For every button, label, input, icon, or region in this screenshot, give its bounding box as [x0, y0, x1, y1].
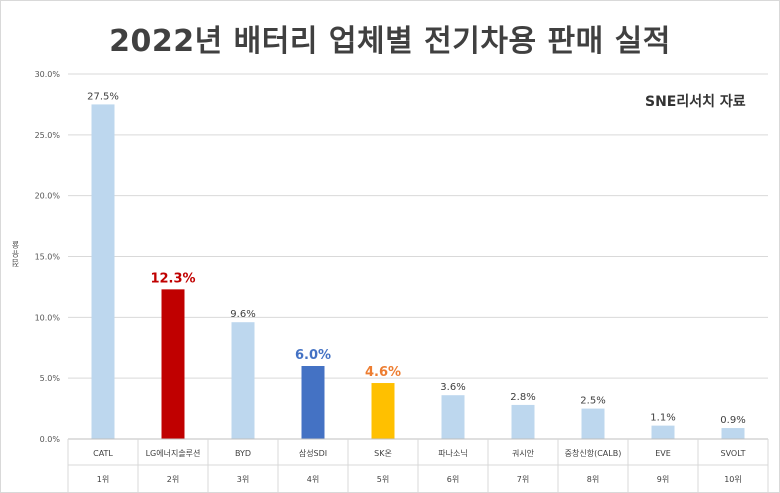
x-tick-label: EVE: [655, 449, 671, 458]
data-label: 3.6%: [440, 382, 465, 393]
rank-label: 3위: [237, 475, 249, 484]
x-tick-label: 중창신항(CALB): [565, 449, 622, 458]
y-tick-label: 30.0%: [35, 70, 61, 79]
source-annotation: SNE리서치 자료: [645, 94, 746, 110]
x-tick-label: 삼성SDI: [299, 448, 327, 458]
chart-title: 2022년 배터리 업체별 전기차용 판매 실적: [109, 24, 671, 59]
y-tick-label: 15.0%: [35, 253, 61, 262]
bar: [161, 289, 185, 439]
bar: [441, 395, 465, 439]
data-label: 6.0%: [295, 348, 331, 363]
bar: [511, 404, 535, 439]
data-label: 9.6%: [230, 309, 255, 320]
data-label: 1.1%: [650, 413, 675, 424]
data-label: 27.5%: [87, 91, 119, 102]
data-label: 12.3%: [150, 271, 195, 286]
y-tick-label: 5.0%: [40, 374, 61, 383]
y-tick-label: 25.0%: [35, 131, 61, 140]
rank-label: 7위: [517, 475, 529, 484]
rank-label: 4위: [307, 475, 319, 484]
data-label: 4.6%: [365, 365, 401, 380]
rank-label: 9위: [657, 475, 669, 484]
x-tick-label: SK온: [374, 449, 392, 458]
rank-label: 10위: [724, 475, 742, 484]
rank-label: 5위: [377, 475, 389, 484]
y-tick-label: 20.0%: [35, 192, 61, 201]
data-label: 2.5%: [580, 396, 605, 407]
bars: [91, 104, 745, 440]
bar: [581, 408, 605, 439]
data-labels: 27.5% 12.3% 9.6% 6.0% 4.6% 3.6% 2.8% 2.5% 1.1% 0.…: [87, 91, 746, 426]
bar: [721, 428, 745, 439]
rank-label: 6위: [447, 475, 459, 484]
x-tick-label: CATL: [93, 449, 113, 458]
x-tick-label: 파나소닉: [438, 449, 467, 458]
x-tick-label: SVOLT: [721, 449, 746, 458]
rank-label: 2위: [167, 475, 179, 484]
bar: [231, 322, 255, 439]
rank-label: 1위: [97, 475, 109, 484]
bar: [371, 383, 395, 439]
data-label: 0.9%: [720, 415, 745, 426]
bar: [301, 366, 325, 439]
x-axis: CATL 1위 LG에너지솔루션 2위 BYD 3위 삼성SDI 4위 SK온 5위 파나소닉 6위 궈…: [67, 438, 769, 492]
bar: [91, 104, 115, 440]
bar: [651, 425, 675, 439]
data-label: 2.8%: [510, 392, 535, 403]
x-tick-label: BYD: [235, 449, 251, 458]
y-tick-label: 10.0%: [35, 313, 61, 322]
x-tick-label: 궈시안: [512, 448, 535, 458]
x-tick-label: LG에너지솔루션: [146, 448, 201, 458]
y-tick-label: 0.0%: [40, 435, 61, 444]
y-axis-ticks: 0.0% 5.0% 10.0% 15.0% 20.0% 25.0% 30.0%: [35, 70, 61, 444]
rank-label: 8위: [587, 475, 599, 484]
